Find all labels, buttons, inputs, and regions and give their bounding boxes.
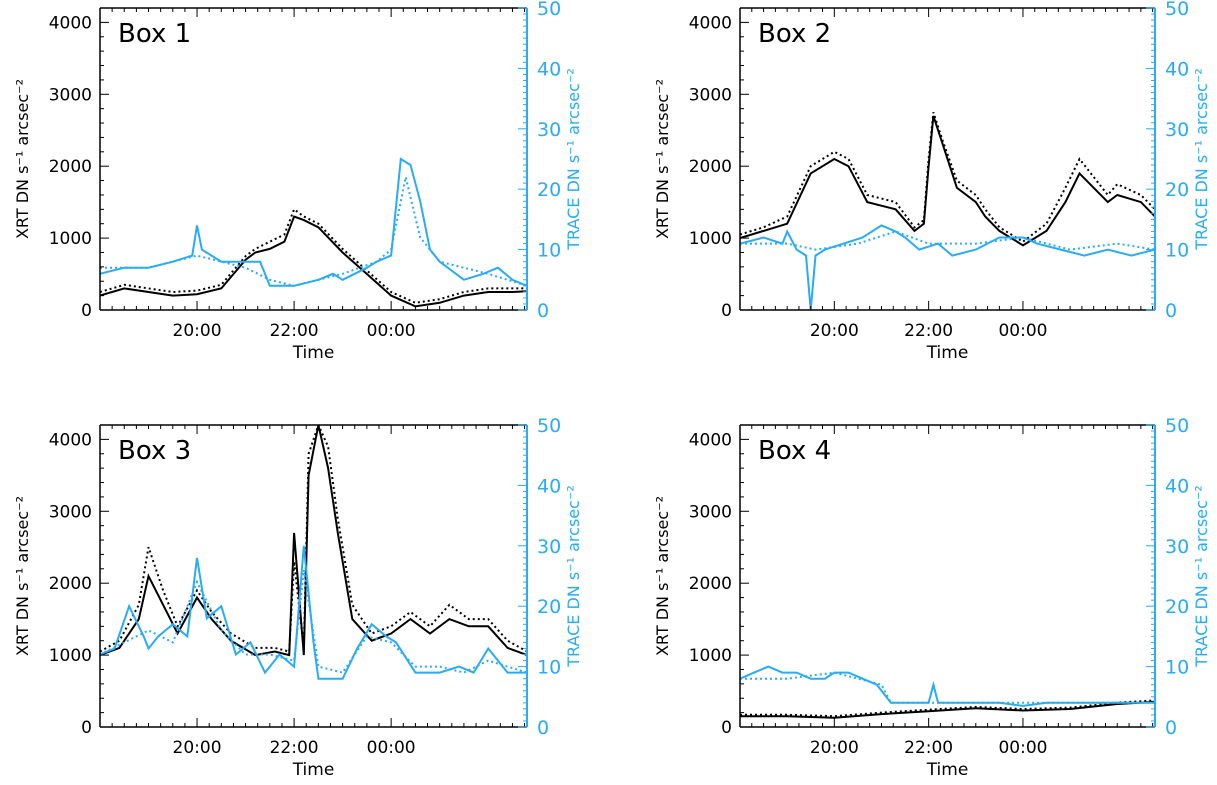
y-right-tick-label: 0 — [1165, 300, 1177, 322]
chart-panel-1: 20:00 22:00 00:00 0 1000 2000 3000 4000 0 10 20 30 4… — [13, 0, 583, 363]
y-left-tick-label: 4000 — [49, 13, 92, 33]
y-left-tick-label: 2000 — [689, 157, 732, 177]
y-right-tick-label: 50 — [1165, 0, 1189, 20]
y-right-tick-label: 40 — [1165, 475, 1189, 497]
chart-panel-4: 20:00 22:00 00:00 0 1000 2000 3000 4000 0 10 20 30 4… — [653, 415, 1211, 780]
y-left-tick-label: 3000 — [49, 85, 92, 105]
series-trace-dotted-line — [740, 230, 1155, 251]
y-left-tick-label: 1000 — [49, 229, 92, 249]
series-trace-line — [740, 665, 1155, 707]
y-left-tick-label: 3000 — [689, 85, 732, 105]
y-left-tick-label: 2000 — [689, 574, 732, 594]
x-axis-label: Time — [926, 343, 969, 363]
y-right-tick-label: 40 — [1165, 58, 1189, 80]
y-left-tick-label: 4000 — [689, 430, 732, 450]
x-tick-label: 00:00 — [998, 321, 1047, 341]
y-left-axis-label: XRT DN s⁻¹ arcsec⁻² — [653, 496, 672, 656]
series-xrt-dotted-line — [100, 425, 527, 653]
x-tick-label: 00:00 — [367, 738, 416, 758]
y-right-tick-label: 30 — [537, 119, 561, 141]
y-right-tick-label: 30 — [1165, 119, 1189, 141]
panel-title: Box 3 — [118, 436, 191, 466]
y-right-tick-label: 0 — [537, 717, 549, 739]
y-left-axis-label: XRT DN s⁻¹ arcsec⁻² — [13, 79, 32, 239]
series-xrt-line — [100, 215, 527, 308]
y-right-tick-label: 20 — [537, 596, 561, 618]
x-tick-label: 20:00 — [173, 321, 222, 341]
chart-panel-3: 20:00 22:00 00:00 0 1000 2000 3000 4000 0 10 20 30 4… — [13, 415, 583, 780]
x-tick-label: 20:00 — [173, 738, 222, 758]
y-right-tick-label: 20 — [1165, 179, 1189, 201]
y-left-tick-label: 2000 — [49, 157, 92, 177]
y-right-tick-label: 50 — [537, 0, 561, 20]
x-tick-label: 00:00 — [367, 321, 416, 341]
x-tick-label: 22:00 — [270, 321, 319, 341]
y-left-tick-label: 0 — [721, 301, 732, 321]
y-right-tick-label: 0 — [537, 300, 549, 322]
series-xrt-line — [740, 115, 1155, 247]
x-tick-label: 22:00 — [904, 738, 953, 758]
x-tick-label: 22:00 — [904, 321, 953, 341]
series-xrt-dotted-line — [740, 111, 1155, 243]
y-right-tick-label: 10 — [537, 240, 561, 262]
y-left-tick-label: 1000 — [49, 646, 92, 666]
y-right-tick-label: 40 — [537, 475, 561, 497]
series-trace-dotted-line — [740, 671, 1155, 704]
chart-panel-2: 20:00 22:00 00:00 0 1000 2000 3000 4000 0 10 20 30 4… — [653, 0, 1211, 363]
y-right-tick-label: 50 — [537, 415, 561, 437]
y-right-axis-label: TRACE DN s⁻¹ arcsec⁻² — [564, 485, 583, 668]
x-tick-label: 20:00 — [810, 321, 859, 341]
y-right-axis-label: TRACE DN s⁻¹ arcsec⁻² — [1192, 68, 1211, 251]
panel-title: Box 2 — [758, 19, 831, 49]
y-right-tick-label: 10 — [1165, 657, 1189, 679]
series-trace-line — [100, 157, 527, 287]
y-right-tick-label: 30 — [1165, 536, 1189, 558]
y-right-tick-label: 40 — [537, 58, 561, 80]
series-xrt-line — [740, 700, 1155, 719]
y-right-axis-label: TRACE DN s⁻¹ arcsec⁻² — [564, 68, 583, 251]
series-trace-dotted-line — [100, 176, 527, 287]
y-left-tick-label: 0 — [721, 718, 732, 738]
x-axis-label: Time — [292, 760, 335, 780]
y-left-tick-label: 4000 — [49, 430, 92, 450]
y-right-tick-label: 10 — [537, 657, 561, 679]
y-right-tick-label: 10 — [1165, 240, 1189, 262]
x-axis-label: Time — [292, 343, 335, 363]
y-left-axis-label: XRT DN s⁻¹ arcsec⁻² — [13, 496, 32, 656]
panel-title: Box 4 — [758, 436, 831, 466]
y-left-tick-label: 2000 — [49, 574, 92, 594]
y-right-tick-label: 30 — [537, 536, 561, 558]
series-trace-dotted-line — [100, 569, 527, 674]
y-left-tick-label: 0 — [81, 718, 92, 738]
y-left-tick-label: 0 — [81, 301, 92, 321]
y-left-tick-label: 1000 — [689, 646, 732, 666]
panel-title: Box 1 — [118, 19, 191, 49]
y-left-axis-label: XRT DN s⁻¹ arcsec⁻² — [653, 79, 672, 239]
y-left-tick-label: 3000 — [689, 502, 732, 522]
y-right-tick-label: 20 — [537, 179, 561, 201]
x-tick-label: 22:00 — [270, 738, 319, 758]
series-xrt-dotted-line — [740, 699, 1155, 718]
x-axis-label: Time — [926, 760, 969, 780]
y-left-tick-label: 1000 — [689, 229, 732, 249]
x-tick-label: 00:00 — [998, 738, 1047, 758]
y-left-tick-label: 4000 — [689, 13, 732, 33]
y-right-tick-label: 50 — [1165, 415, 1189, 437]
y-right-axis-label: TRACE DN s⁻¹ arcsec⁻² — [1192, 485, 1211, 668]
y-right-tick-label: 20 — [1165, 596, 1189, 618]
y-right-tick-label: 0 — [1165, 717, 1177, 739]
series-trace-line — [100, 545, 527, 680]
series-xrt-dotted-line — [100, 207, 527, 304]
y-left-tick-label: 3000 — [49, 502, 92, 522]
x-tick-label: 20:00 — [810, 738, 859, 758]
series-trace-line — [740, 224, 1155, 310]
